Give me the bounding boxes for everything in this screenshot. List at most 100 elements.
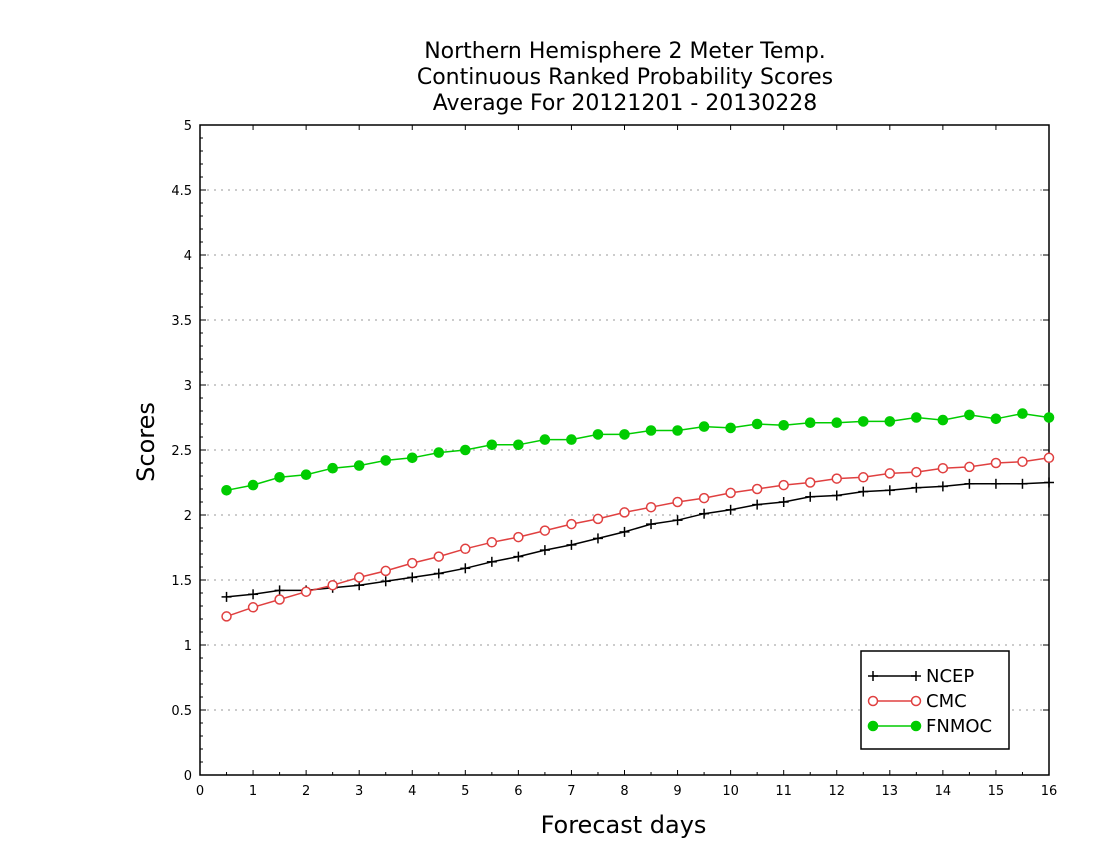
data-point-fnmoc (486, 439, 498, 451)
data-point-ncep (699, 508, 710, 519)
data-point-cmc (725, 487, 736, 499)
data-point-fnmoc (751, 418, 763, 430)
data-point-ncep (592, 533, 603, 544)
data-point-fnmoc (831, 417, 843, 429)
data-point-ncep (221, 591, 232, 602)
data-point-cmc (247, 602, 259, 613)
data-point-ncep (858, 486, 869, 497)
data-point-cmc (831, 473, 842, 484)
data-point-cmc (566, 518, 577, 530)
y-tick-label: 4.5 (171, 184, 192, 199)
y-tick-label: 3.5 (171, 314, 192, 329)
legend-marker (911, 671, 921, 681)
y-tick-label: 0 (184, 769, 192, 784)
data-point-fnmoc (327, 462, 338, 474)
data-point-cmc (778, 479, 789, 491)
series-lines (221, 408, 1055, 622)
series-line-cmc (226, 457, 1050, 618)
series-fnmoc (221, 408, 1055, 496)
x-tick-label: 13 (882, 784, 899, 799)
data-point-ncep (1044, 477, 1054, 488)
data-point-fnmoc (406, 452, 418, 464)
x-axis-label: Forecast days (541, 811, 707, 839)
data-point-cmc (1017, 456, 1028, 467)
legend-marker (868, 671, 878, 681)
x-tick-label: 8 (620, 784, 628, 799)
chart-title: Northern Hemisphere 2 Meter Temp.Continu… (417, 39, 833, 116)
data-point-cmc (698, 492, 710, 504)
legend: NCEP CMC FNMOC (860, 650, 1010, 750)
x-tick-label: 9 (673, 784, 681, 799)
series-ncep (221, 477, 1054, 602)
data-point-ncep (513, 551, 524, 562)
data-point-fnmoc (539, 434, 551, 445)
data-point-ncep (433, 568, 444, 579)
legend-item-ncep: NCEP (868, 666, 974, 687)
x-tick-label: 6 (514, 784, 522, 799)
data-point-cmc (964, 461, 975, 473)
data-point-ncep (672, 515, 683, 526)
data-point-fnmoc (964, 409, 975, 421)
data-point-cmc (221, 611, 232, 622)
data-point-fnmoc (433, 447, 445, 458)
legend-marker (867, 720, 879, 732)
data-point-cmc (858, 472, 869, 483)
y-tick-label: 1 (184, 639, 192, 654)
legend-marker (910, 720, 922, 732)
data-point-cmc (274, 594, 285, 605)
data-point-cmc (911, 466, 922, 478)
x-axis-ticks: 0 1 2 3 4 5 6 7 8 9 10 11 12 13 14 15 16 (196, 125, 1057, 799)
series-cmc (221, 452, 1055, 622)
data-point-cmc (645, 501, 657, 513)
data-point-fnmoc (884, 416, 896, 427)
data-point-cmc (619, 507, 630, 518)
data-point-fnmoc (645, 425, 657, 436)
x-tick-label: 0 (196, 784, 204, 799)
data-point-ncep (566, 539, 577, 550)
data-point-ncep (486, 556, 497, 567)
y-tick-label: 2.5 (171, 444, 192, 459)
data-point-ncep (619, 526, 630, 537)
data-point-fnmoc (778, 420, 789, 431)
data-point-ncep (937, 481, 948, 492)
data-point-ncep (460, 563, 471, 574)
data-point-fnmoc (1043, 412, 1055, 423)
legend-label: FNMOC (926, 716, 992, 737)
data-point-cmc (460, 543, 471, 555)
series-line-fnmoc (226, 412, 1050, 492)
data-point-fnmoc (619, 429, 630, 440)
data-point-fnmoc (592, 429, 604, 440)
data-point-ncep (274, 585, 285, 596)
legend-label: NCEP (926, 666, 974, 687)
data-point-ncep (539, 545, 550, 556)
x-tick-label: 16 (1041, 784, 1058, 799)
y-tick-label: 3 (184, 379, 192, 394)
data-point-cmc (513, 531, 524, 543)
data-point-cmc (884, 468, 896, 479)
x-tick-label: 10 (722, 784, 739, 799)
data-point-fnmoc (221, 485, 232, 496)
data-point-fnmoc (804, 417, 816, 429)
chart-title-line: Average For 20121201 - 20130228 (433, 91, 818, 116)
legend-box (860, 650, 1010, 750)
data-point-cmc (592, 513, 604, 525)
legend-item-fnmoc: FNMOC (867, 716, 992, 737)
data-point-fnmoc (911, 412, 922, 423)
chart-title-line: Northern Hemisphere 2 Meter Temp. (424, 39, 826, 64)
data-point-cmc (407, 557, 418, 569)
data-point-ncep (884, 485, 895, 496)
data-point-cmc (353, 572, 365, 583)
y-tick-label: 4 (184, 249, 192, 264)
data-point-fnmoc (460, 444, 471, 456)
data-point-fnmoc (1017, 408, 1028, 419)
data-point-fnmoc (566, 434, 577, 445)
data-point-cmc (1043, 452, 1055, 464)
x-tick-label: 1 (249, 784, 257, 799)
data-point-fnmoc (990, 413, 1002, 425)
y-tick-label: 0.5 (171, 704, 192, 719)
data-point-cmc (990, 457, 1002, 469)
x-tick-label: 14 (935, 784, 952, 799)
data-point-cmc (804, 477, 816, 488)
x-tick-label: 11 (775, 784, 792, 799)
